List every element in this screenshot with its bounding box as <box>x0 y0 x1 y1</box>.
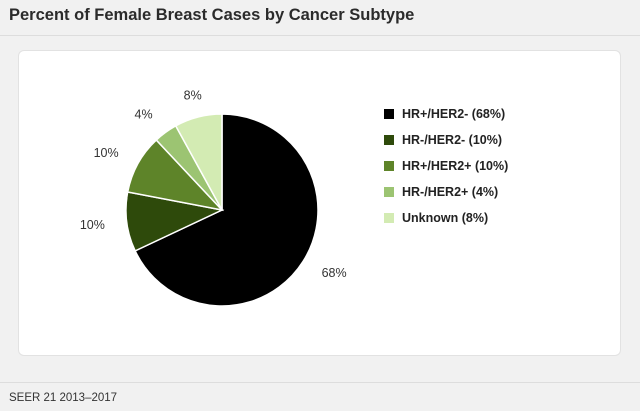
legend-swatch-1 <box>384 135 394 145</box>
legend-swatch-4 <box>384 213 394 223</box>
legend-item-0: HR+/HER2- (68%) <box>384 101 508 127</box>
legend-swatch-3 <box>384 187 394 197</box>
pie-chart: 68% 10% 10% 4% 8% <box>80 89 347 307</box>
legend-item-3: HR-/HER2+ (4%) <box>384 179 508 205</box>
legend: HR+/HER2- (68%) HR-/HER2- (10%) HR+/HER2+ … <box>384 101 508 231</box>
legend-label-2: HR+/HER2+ (10%) <box>402 159 509 173</box>
slice-label-0: 68% <box>322 266 347 280</box>
pie-slice-0 <box>134 113 319 307</box>
page-title: Percent of Female Breast Cases by Cancer… <box>9 6 415 24</box>
legend-swatch-2 <box>384 161 394 171</box>
slice-label-3: 4% <box>135 108 153 122</box>
legend-label-3: HR-/HER2+ (4%) <box>402 185 499 199</box>
pie-slice-4 <box>174 113 223 211</box>
legend-label-0: HR+/HER2- (68%) <box>402 107 506 121</box>
legend-item-4: Unknown (8%) <box>384 205 508 231</box>
slice-label-2: 10% <box>94 146 119 160</box>
footer: SEER 21 2013–2017 <box>0 382 640 411</box>
legend-label-1: HR-/HER2- (10%) <box>402 133 503 147</box>
legend-label-4: Unknown (8%) <box>402 211 489 225</box>
chart-panel: 68% 10% 10% 4% 8% HR+/HER2- (68%) HR-/HER2- (… <box>18 50 621 356</box>
source-note: SEER 21 2013–2017 <box>9 392 118 404</box>
legend-swatch-0 <box>384 109 394 119</box>
legend-item-1: HR-/HER2- (10%) <box>384 127 508 153</box>
legend-item-2: HR+/HER2+ (10%) <box>384 153 508 179</box>
header: Percent of Female Breast Cases by Cancer… <box>0 0 640 36</box>
slice-label-1: 10% <box>80 218 105 232</box>
slice-label-4: 8% <box>184 89 202 103</box>
